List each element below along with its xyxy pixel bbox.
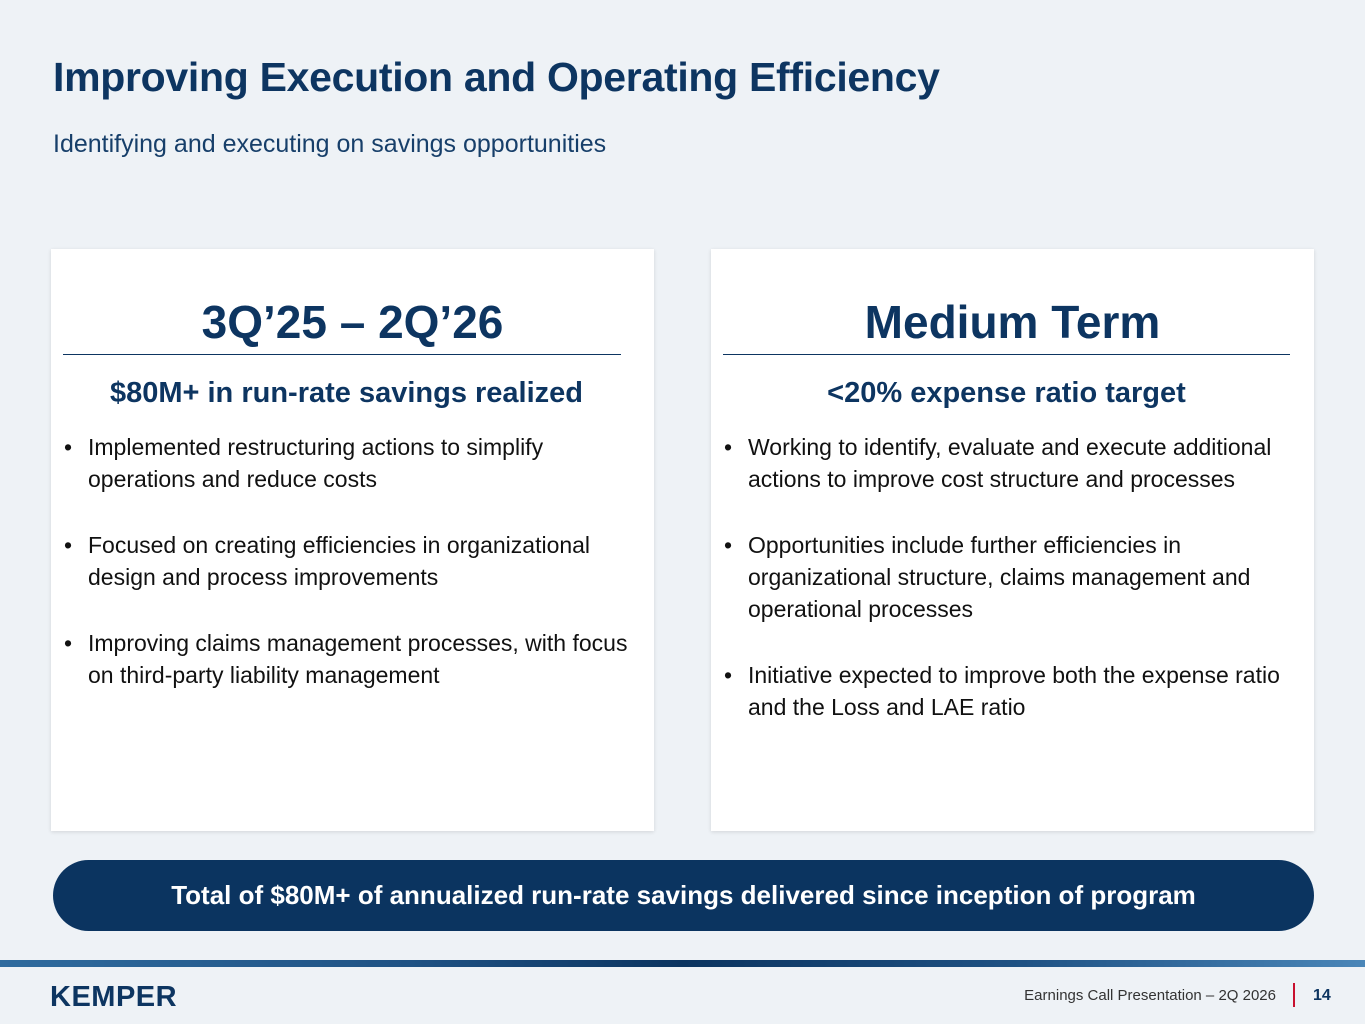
footer-separator (1293, 983, 1295, 1007)
bullet-item: Working to identify, evaluate and execut… (722, 431, 1296, 495)
bullet-item: Initiative expected to improve both the … (722, 659, 1296, 723)
bullet-item: Focused on creating efficiencies in orga… (62, 529, 636, 593)
bullet-list: Working to identify, evaluate and execut… (722, 431, 1296, 757)
bullet-list: Implemented restructuring actions to sim… (62, 431, 636, 725)
bullet-item: Opportunities include further efficienci… (722, 529, 1296, 625)
bullet-item: Improving claims management processes, w… (62, 627, 636, 691)
card-medium-term: Medium Term <20% expense ratio target Wo… (711, 249, 1314, 831)
card-divider (63, 354, 621, 355)
page-number: 14 (1313, 987, 1331, 1004)
summary-banner: Total of $80M+ of annualized run-rate sa… (53, 860, 1314, 931)
bullet-item: Implemented restructuring actions to sim… (62, 431, 636, 495)
kemper-logo: KEMPER (50, 981, 178, 1013)
card-current-period: 3Q’25 – 2Q’26 $80M+ in run-rate savings … (51, 249, 654, 831)
card-title: 3Q’25 – 2Q’26 (201, 296, 504, 348)
page-title: Improving Execution and Operating Effici… (53, 54, 940, 100)
footer-divider (0, 960, 1365, 967)
card-divider (723, 354, 1290, 355)
page-subtitle: Identifying and executing on savings opp… (53, 130, 607, 158)
summary-banner-text: Total of $80M+ of annualized run-rate sa… (171, 880, 1196, 910)
footer-presentation-label: Earnings Call Presentation – 2Q 2026 (1024, 987, 1276, 1004)
card-subtitle: $80M+ in run-rate savings realized (109, 377, 584, 409)
card-title: Medium Term (864, 296, 1161, 348)
card-subtitle: <20% expense ratio target (827, 377, 1186, 409)
